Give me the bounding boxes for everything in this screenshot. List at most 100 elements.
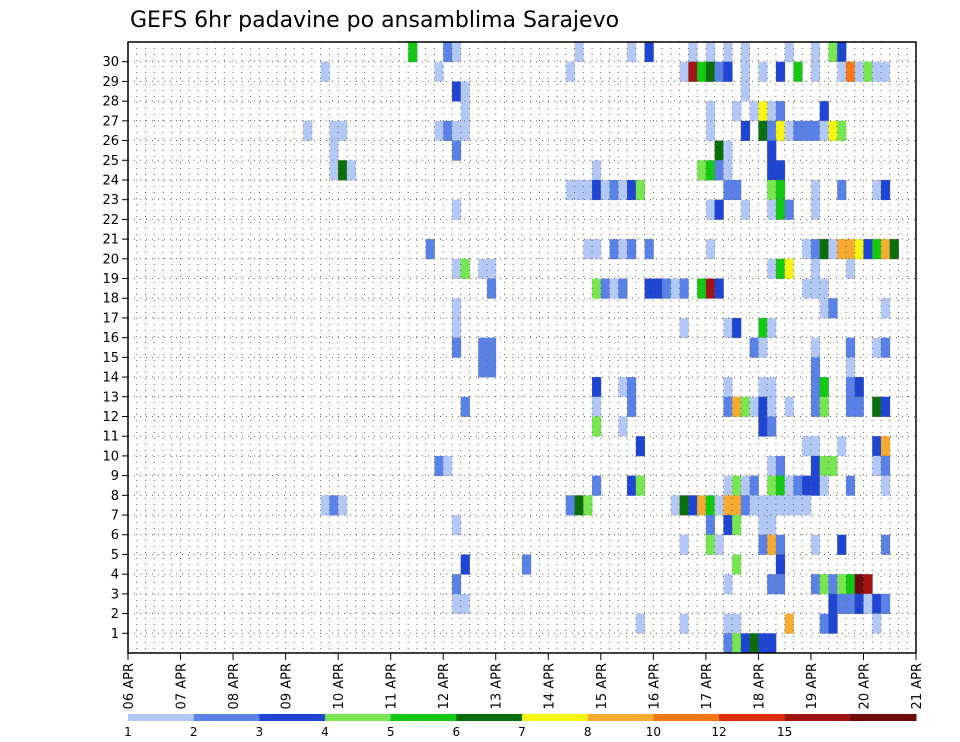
heatmap-cell bbox=[434, 455, 444, 477]
y-tick-label: 23 bbox=[102, 193, 119, 208]
x-tick-label: 16 APR bbox=[647, 663, 662, 709]
legend-swatch bbox=[128, 714, 195, 721]
heatmap-cell bbox=[767, 199, 777, 220]
heatmap-cell bbox=[758, 495, 768, 516]
heatmap-cell bbox=[460, 81, 470, 102]
legend-swatch bbox=[784, 714, 851, 721]
heatmap-cell bbox=[758, 534, 768, 555]
heatmap-cell bbox=[732, 515, 742, 536]
heatmap-cell bbox=[819, 377, 829, 398]
heatmap-cell bbox=[705, 534, 716, 555]
heatmap-cell bbox=[723, 160, 733, 181]
legend-swatch bbox=[587, 714, 654, 721]
heatmap-cell bbox=[705, 495, 716, 516]
heatmap-cell bbox=[872, 337, 882, 358]
heatmap-cell bbox=[872, 396, 882, 417]
heatmap-cell bbox=[714, 534, 724, 555]
heatmap-cell bbox=[845, 258, 856, 279]
y-tick-label: 8 bbox=[111, 489, 119, 504]
heatmap-cell bbox=[828, 239, 838, 260]
heatmap-cell bbox=[758, 633, 768, 654]
heatmap-cell bbox=[775, 199, 786, 220]
heatmap-cell bbox=[338, 495, 348, 516]
heatmap-cell bbox=[627, 475, 637, 496]
heatmap-cell bbox=[697, 495, 707, 516]
heatmap-cell bbox=[854, 377, 864, 398]
heatmap-cell bbox=[609, 278, 619, 299]
heatmap-cell bbox=[679, 534, 689, 555]
heatmap-cell bbox=[320, 61, 330, 82]
y-tick-label: 22 bbox=[102, 213, 119, 228]
heatmap-cell bbox=[592, 475, 602, 496]
heatmap-cell bbox=[679, 278, 689, 299]
legend-swatch bbox=[325, 714, 392, 721]
y-tick-label: 21 bbox=[102, 233, 119, 248]
heatmap-cell bbox=[767, 258, 777, 279]
heatmap-cell bbox=[767, 455, 777, 477]
x-tick-label: 09 APR bbox=[280, 663, 295, 709]
heatmap-cell bbox=[679, 317, 689, 339]
heatmap-cell bbox=[662, 278, 672, 299]
heatmap-cell bbox=[758, 337, 768, 358]
heatmap-cells bbox=[303, 42, 899, 654]
heatmap-cell bbox=[565, 61, 575, 82]
legend-swatch bbox=[522, 714, 589, 721]
legend-swatch bbox=[719, 714, 786, 721]
heatmap-cell bbox=[723, 179, 733, 201]
heatmap-cell bbox=[793, 120, 803, 141]
heatmap-cell bbox=[697, 160, 707, 181]
heatmap-cell bbox=[767, 416, 777, 437]
heatmap-cell bbox=[793, 475, 803, 496]
heatmap-cell bbox=[775, 574, 786, 595]
plot-frame bbox=[127, 41, 917, 654]
heatmap-cell bbox=[732, 613, 742, 634]
heatmap-cell bbox=[880, 337, 891, 358]
heatmap-cell bbox=[872, 613, 882, 634]
heatmap-cell bbox=[837, 120, 847, 141]
heatmap-cell bbox=[810, 278, 821, 299]
heatmap-cell bbox=[688, 61, 698, 82]
heatmap-cell bbox=[714, 278, 724, 299]
heatmap-cell bbox=[627, 396, 637, 417]
heatmap-cell bbox=[810, 475, 821, 496]
heatmap-cell bbox=[784, 120, 794, 141]
heatmap-cell bbox=[329, 120, 339, 141]
heatmap-cell bbox=[600, 179, 610, 201]
heatmap-cell bbox=[845, 396, 856, 417]
heatmap-cell bbox=[443, 42, 453, 63]
heatmap-cell bbox=[583, 495, 593, 516]
legend-swatch bbox=[259, 714, 326, 721]
heatmap-cell bbox=[627, 42, 637, 63]
heatmap-cell bbox=[723, 495, 733, 516]
heatmap-cell bbox=[592, 160, 602, 181]
y-tick-label: 18 bbox=[102, 292, 119, 307]
heatmap-cell bbox=[845, 337, 856, 358]
heatmap-cell bbox=[880, 239, 891, 260]
heatmap-cell bbox=[758, 317, 768, 339]
heatmap-cell bbox=[478, 337, 488, 358]
heatmap-cell bbox=[767, 396, 777, 417]
heatmap-cell bbox=[592, 278, 602, 299]
heatmap-cell bbox=[749, 337, 759, 358]
heatmap-cell bbox=[872, 455, 882, 477]
heatmap-cell bbox=[810, 120, 821, 141]
heatmap-cell bbox=[845, 61, 856, 82]
y-tick-label: 10 bbox=[102, 449, 119, 464]
heatmap-cell bbox=[837, 179, 847, 201]
heatmap-cell bbox=[723, 515, 733, 536]
heatmap-cell bbox=[740, 120, 751, 141]
heatmap-cell bbox=[679, 613, 689, 634]
heatmap-cell bbox=[758, 377, 768, 398]
y-tick-label: 14 bbox=[102, 371, 119, 386]
heatmap-cell bbox=[592, 377, 602, 398]
heatmap-cell bbox=[872, 436, 882, 457]
heatmap-cell bbox=[320, 495, 330, 516]
y-tick-label: 5 bbox=[111, 548, 119, 563]
chart-title: GEFS 6hr padavine po ansamblima Sarajevo bbox=[130, 8, 619, 33]
heatmap-cell bbox=[723, 396, 733, 417]
heatmap-cell bbox=[732, 179, 742, 201]
heatmap-cell bbox=[688, 495, 698, 516]
heatmap-cell bbox=[802, 436, 812, 457]
legend-label: 6 bbox=[453, 725, 461, 739]
